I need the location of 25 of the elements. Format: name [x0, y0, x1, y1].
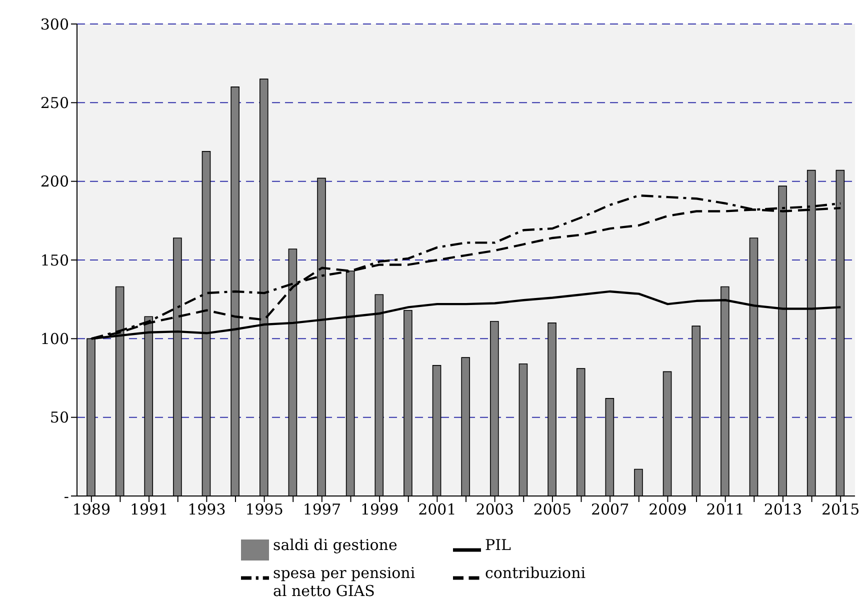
y-tick-label: 100: [40, 330, 69, 348]
y-tick-label: 250: [40, 94, 69, 112]
x-tick-label: 2003: [476, 500, 514, 519]
x-tick-label: 2007: [590, 500, 630, 519]
x-tick-label: 2015: [822, 500, 860, 519]
x-tick-label: 1997: [302, 500, 342, 519]
x-tick-label: 1999: [360, 500, 399, 519]
x-tick-label: 1995: [245, 500, 284, 519]
x-tick-label: 2011: [706, 500, 744, 519]
y-tick-label: -: [64, 487, 69, 506]
x-tick-label: 1993: [188, 500, 226, 519]
y-tick-label: 200: [40, 172, 69, 191]
legend-label: contribuzioni: [485, 564, 587, 582]
x-tick-label: 1991: [130, 500, 168, 519]
x-tick-label: 1989: [72, 500, 110, 519]
x-tick-label: 2009: [648, 500, 687, 519]
x-tick-label: 2001: [418, 500, 456, 519]
legend-label: spesa per pensioni al netto GIAS: [273, 564, 416, 600]
x-tick-label: 2013: [764, 500, 802, 519]
legend-label: saldi di gestione: [273, 536, 398, 554]
y-tick-label: 50: [50, 408, 69, 427]
y-tick-label: 150: [40, 251, 69, 270]
y-tick-label: 300: [40, 15, 69, 34]
x-tick-label: 2005: [533, 500, 572, 519]
legend-label: PIL: [485, 536, 512, 554]
